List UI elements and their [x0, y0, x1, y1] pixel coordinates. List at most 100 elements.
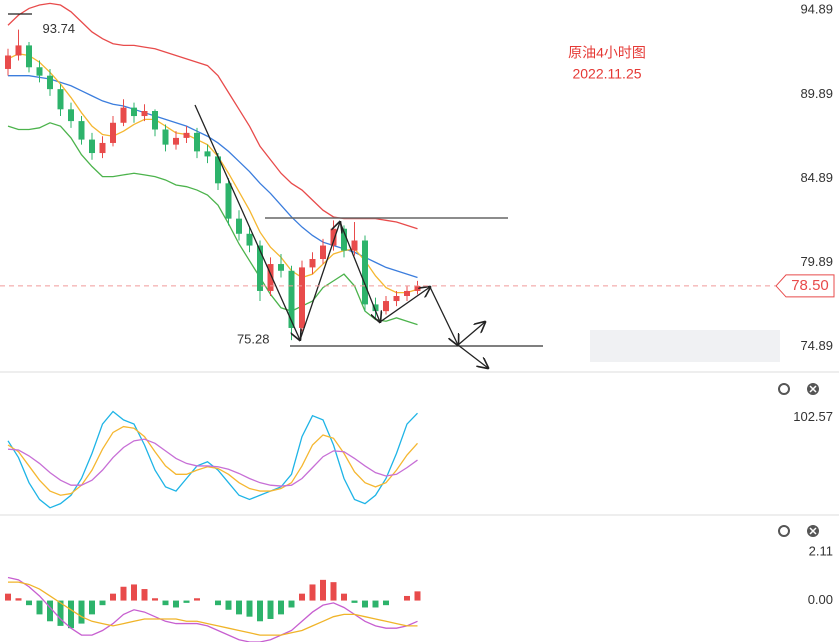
low-label: 75.28: [237, 332, 270, 347]
histogram-bar: [330, 582, 337, 601]
candle-body: [393, 296, 400, 302]
settings-icon[interactable]: [778, 525, 790, 537]
histogram-bar: [404, 595, 410, 601]
candle-body: [225, 183, 232, 219]
candle-body: [120, 107, 127, 123]
histogram-bar: [320, 579, 326, 601]
candle-body: [204, 151, 211, 157]
histogram-bar: [110, 593, 116, 601]
histogram-bar: [99, 600, 106, 606]
indicator-line: [7, 438, 418, 487]
candle-body: [36, 67, 43, 76]
histogram-bar: [57, 600, 64, 626]
candle-body: [341, 228, 347, 251]
candle-body: [246, 233, 253, 246]
y-tick-label: 74.89: [800, 338, 833, 353]
histogram-bar: [173, 600, 179, 608]
macd-panel: [5, 576, 421, 642]
candle-body: [299, 267, 305, 328]
histogram-bar: [5, 593, 11, 601]
histogram-bar: [257, 600, 263, 622]
histogram-bar: [131, 584, 137, 601]
candle-body: [131, 107, 137, 117]
last-price-label: 78.50: [791, 277, 829, 294]
candle-body: [404, 290, 410, 296]
price-panel: [5, 2, 421, 341]
histogram-bar: [414, 591, 421, 601]
candle-body: [236, 218, 242, 234]
candle-body: [194, 132, 200, 152]
y-tick-label: 94.89: [800, 2, 833, 17]
candle-body: [257, 245, 263, 291]
histogram-bar: [288, 600, 295, 608]
histogram-bar: [152, 598, 158, 601]
histogram-bar: [162, 600, 169, 606]
candle-body: [162, 129, 169, 145]
candle-body: [372, 304, 379, 312]
kdj-panel: [7, 410, 418, 509]
histogram-bar: [299, 593, 305, 601]
candle-body: [267, 264, 274, 291]
indicator-line: [8, 75, 418, 279]
histogram-bar: [36, 600, 43, 615]
histogram-bar: [47, 600, 53, 622]
histogram-bar: [141, 589, 148, 601]
candle-body: [110, 122, 116, 143]
blurred-area: [590, 330, 780, 362]
histogram-bar: [372, 600, 379, 608]
candle-body: [99, 142, 106, 154]
histogram-bar: [215, 600, 221, 606]
candle-body: [5, 55, 11, 69]
indicator-line: [7, 576, 418, 642]
y-tick-label: 84.89: [800, 170, 833, 185]
histogram-bar: [15, 598, 22, 601]
candle-body: [288, 270, 295, 328]
histogram-bar: [278, 600, 284, 615]
candle-body: [309, 259, 316, 268]
candle-body: [351, 240, 358, 251]
y-tick-label: 0.00: [808, 592, 833, 607]
y-tick-label: 2.11: [809, 543, 833, 558]
candle-body: [215, 156, 221, 184]
candle-body: [15, 45, 22, 56]
chart-subtitle: 2022.11.25: [572, 66, 641, 82]
histogram-bar: [68, 600, 74, 629]
histogram-bar: [309, 584, 316, 601]
histogram-bar: [236, 600, 242, 615]
last-price-box: [775, 274, 835, 298]
histogram-bar: [78, 600, 85, 624]
indicator-line: [7, 425, 418, 496]
histogram-bar: [26, 600, 32, 606]
candle-body: [183, 132, 190, 138]
candle-body: [57, 89, 64, 110]
candle-body: [89, 139, 95, 154]
histogram-bar: [246, 600, 253, 617]
settings-icon[interactable]: [778, 383, 790, 395]
candle-body: [330, 228, 337, 246]
drawings: [8, 13, 543, 368]
indicator-line: [7, 53, 418, 294]
histogram-bar: [225, 600, 232, 610]
y-tick-label: 79.89: [800, 254, 833, 269]
candle-body: [47, 75, 53, 90]
candle-body: [278, 264, 284, 271]
y-tick-label: 89.89: [800, 86, 833, 101]
candle-body: [173, 137, 179, 145]
high-label: 93.74: [43, 21, 76, 36]
candle-body: [152, 111, 158, 130]
histogram-bar: [341, 593, 347, 601]
chart-title: 原油4小时图: [568, 45, 646, 61]
candle-body: [383, 301, 389, 312]
histogram-bar: [383, 600, 389, 606]
histogram-bar: [120, 586, 127, 601]
histogram-bar: [183, 600, 190, 603]
candle-body: [78, 121, 85, 140]
candle-body: [414, 285, 421, 291]
panel-icons: [778, 383, 819, 537]
histogram-bar: [362, 600, 368, 608]
candle-body: [320, 245, 326, 259]
y-tick-label: 102.57: [793, 409, 833, 424]
histogram-bar: [351, 600, 358, 603]
histogram-bar: [194, 598, 200, 601]
